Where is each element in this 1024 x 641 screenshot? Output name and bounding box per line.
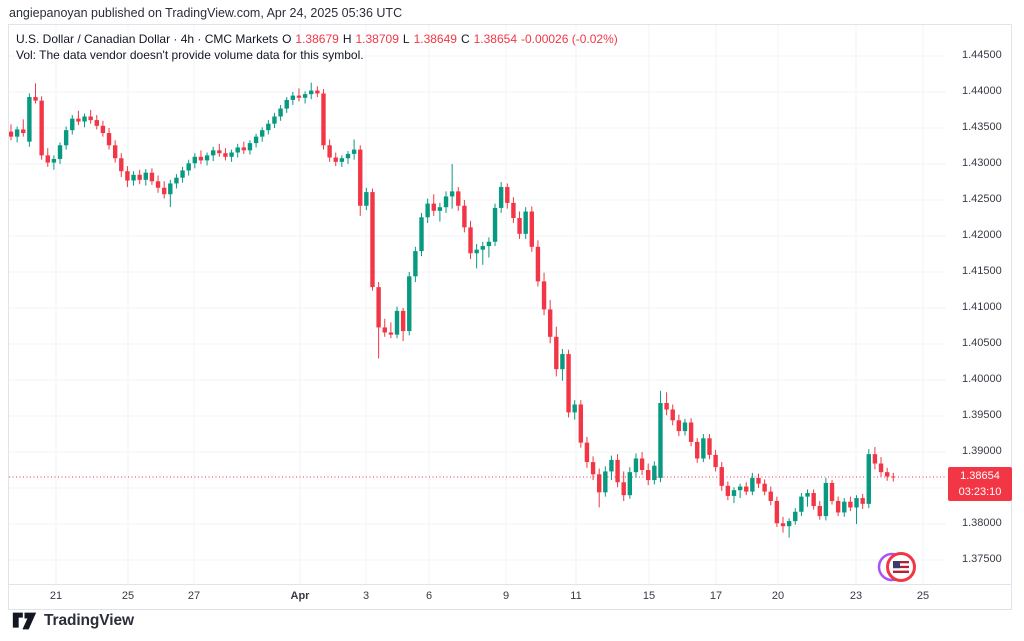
price-axis-label: 1.43000 — [962, 157, 1002, 169]
price-axis-label: 1.44500 — [962, 49, 1002, 61]
price-axis-label: 1.39500 — [962, 409, 1002, 421]
price-axis-label: 1.42500 — [962, 193, 1002, 205]
price-axis-label: 1.37500 — [962, 553, 1002, 565]
us-flag — [893, 561, 909, 573]
price-axis-label: 1.38000 — [962, 517, 1002, 529]
tradingview-logo[interactable]: TradingView — [12, 611, 134, 631]
price-axis-label: 1.43500 — [962, 121, 1002, 133]
ohlc-close-label: C — [460, 32, 470, 46]
candlestick-chart[interactable] — [9, 25, 1011, 609]
symbol-title[interactable]: U.S. Dollar / Canadian Dollar · 4h · CMC… — [16, 32, 279, 46]
price-axis-label: 1.41000 — [962, 301, 1002, 313]
time-axis-label: 20 — [771, 590, 785, 602]
time-axis-label: 11 — [570, 590, 582, 602]
time-axis-label: 3 — [362, 590, 370, 602]
time-axis-label: 23 — [849, 590, 863, 602]
time-axis-label: 25 — [916, 590, 930, 602]
ohlc-close-value: 1.38654 — [473, 32, 518, 46]
time-axis-separator — [9, 584, 1011, 585]
change-value: -0.00026 (-0.02%) — [521, 32, 618, 46]
time-axis-label: 9 — [502, 590, 510, 602]
time-axis[interactable]: 21 25 27 Apr 3 6 9 11 15 17 20 23 25 — [9, 585, 1011, 610]
time-axis-label: 6 — [425, 590, 433, 602]
ohlc-low-label: L — [402, 32, 410, 46]
time-axis-label: 21 — [49, 590, 63, 602]
time-axis-label: 17 — [709, 590, 723, 602]
time-axis-label: 25 — [121, 590, 135, 602]
tradingview-wordmark: TradingView — [44, 612, 134, 629]
chart-widget: U.S. Dollar / Canadian Dollar · 4h · CMC… — [8, 24, 1012, 610]
ohlc-high-label: H — [342, 32, 352, 46]
price-axis-label: 1.40500 — [962, 337, 1002, 349]
ohlc-low-value: 1.38649 — [413, 32, 457, 46]
ohlc-open-value: 1.38679 — [295, 32, 339, 46]
economic-event-us-flag-icon[interactable] — [875, 551, 921, 585]
price-axis-label: 1.41500 — [962, 265, 1002, 277]
price-axis-label: 1.40000 — [962, 373, 1002, 385]
time-axis-label: 15 — [642, 590, 656, 602]
time-axis-label: 27 — [187, 590, 201, 602]
ohlc-open-label: O — [282, 32, 292, 46]
price-axis-label: 1.39000 — [962, 445, 1002, 457]
time-axis-label: Apr — [290, 590, 310, 602]
volume-note: Vol: The data vendor doesn't provide vol… — [16, 48, 364, 62]
last-price-tag: 1.38654 03:23:10 — [948, 467, 1012, 501]
last-price-value: 1.38654 — [960, 470, 1000, 482]
attribution-text: angiepanoyan published on TradingView.co… — [9, 6, 403, 20]
price-axis-label: 1.42000 — [962, 229, 1002, 241]
price-axis-label: 1.44000 — [962, 85, 1002, 97]
chart-legend: U.S. Dollar / Canadian Dollar · 4h · CMC… — [16, 31, 622, 63]
countdown-timer: 03:23:10 — [958, 486, 1002, 498]
ohlc-high-value: 1.38709 — [355, 32, 399, 46]
price-axis[interactable]: 1.44500 1.44000 1.43500 1.43000 1.42500 1.420… — [946, 25, 1011, 584]
tradingview-logo-icon — [12, 612, 37, 630]
